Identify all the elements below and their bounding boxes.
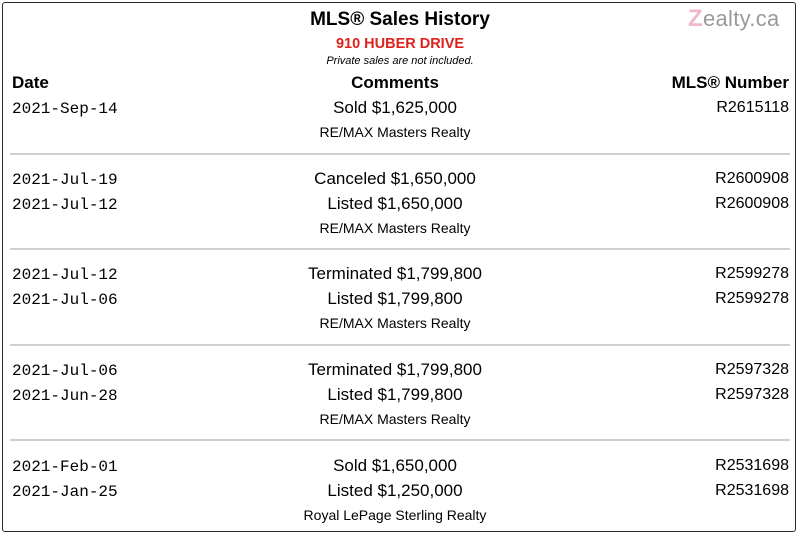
logo-mark: Z bbox=[688, 5, 703, 32]
history-row: 2021-Jul-12 Terminated $1,799,800 R25992… bbox=[0, 263, 800, 287]
row-comment: Canceled $1,650,000 bbox=[314, 169, 476, 188]
row-mls-number: R2531698 bbox=[715, 457, 789, 474]
row-comment: Terminated $1,799,800 bbox=[308, 264, 482, 283]
page-title: MLS® Sales History bbox=[310, 9, 490, 30]
row-comment: Listed $1,799,800 bbox=[327, 385, 463, 404]
history-row: 2021-Sep-14 Sold $1,625,000 R2615118 bbox=[0, 97, 800, 121]
row-date: 2021-Jul-06 bbox=[12, 291, 118, 309]
row-comment: Listed $1,799,800 bbox=[327, 289, 463, 308]
row-date: 2021-Sep-14 bbox=[12, 100, 118, 118]
row-date: 2021-Jul-12 bbox=[12, 266, 118, 284]
history-row: 2021-Jul-19 Canceled $1,650,000 R2600908 bbox=[0, 168, 800, 192]
property-address: 910 HUBER DRIVE bbox=[335, 36, 465, 52]
history-row: 2021-Jul-12 Listed $1,650,000 R2600908 bbox=[0, 193, 800, 217]
column-header-mls-number: MLS® Number bbox=[671, 73, 789, 92]
row-date: 2021-Jul-12 bbox=[12, 196, 118, 214]
row-comment: Listed $1,650,000 bbox=[327, 194, 463, 213]
logo-text: ealty.ca bbox=[702, 6, 780, 31]
history-row: 2021-Jul-06 Terminated $1,799,800 R25973… bbox=[0, 359, 800, 383]
row-mls-number: R2615118 bbox=[716, 99, 789, 116]
history-row: 2021-Feb-01 Sold $1,650,000 R2531698 bbox=[0, 455, 800, 479]
group-divider bbox=[10, 153, 790, 155]
row-date: 2021-Feb-01 bbox=[12, 458, 118, 476]
row-comment: Sold $1,650,000 bbox=[333, 456, 457, 475]
column-header-date: Date bbox=[12, 73, 49, 92]
private-sales-note: Private sales are not included. bbox=[326, 55, 474, 67]
history-row: 2021-Jan-25 Listed $1,250,000 R2531698 bbox=[0, 480, 800, 504]
row-date: 2021-Jul-19 bbox=[12, 171, 118, 189]
row-date: 2021-Jun-28 bbox=[12, 387, 118, 405]
group-divider bbox=[10, 439, 790, 441]
row-mls-number: R2599278 bbox=[715, 265, 789, 282]
row-comment: Terminated $1,799,800 bbox=[308, 360, 482, 379]
row-date: 2021-Jan-25 bbox=[12, 483, 118, 501]
row-mls-number: R2600908 bbox=[715, 170, 789, 187]
group-divider bbox=[10, 248, 790, 250]
group-divider bbox=[10, 344, 790, 346]
column-header-comments: Comments bbox=[351, 73, 439, 92]
row-mls-number: R2599278 bbox=[715, 290, 789, 307]
brokerage-name: RE/MAX Masters Realty bbox=[319, 220, 471, 236]
row-mls-number: R2531698 bbox=[715, 482, 789, 499]
brokerage-name: Royal LePage Sterling Realty bbox=[303, 507, 487, 523]
zealty-logo[interactable]: Zealty.ca bbox=[688, 6, 780, 32]
row-mls-number: R2597328 bbox=[715, 361, 789, 378]
history-row: 2021-Jun-28 Listed $1,799,800 R2597328 bbox=[0, 384, 800, 408]
row-mls-number: R2600908 bbox=[715, 195, 789, 212]
row-mls-number: R2597328 bbox=[715, 386, 789, 403]
brokerage-name: RE/MAX Masters Realty bbox=[319, 315, 471, 331]
row-date: 2021-Jul-06 bbox=[12, 362, 118, 380]
brokerage-name: RE/MAX Masters Realty bbox=[319, 124, 471, 140]
row-comment: Sold $1,625,000 bbox=[333, 98, 457, 117]
brokerage-name: RE/MAX Masters Realty bbox=[319, 411, 471, 427]
row-comment: Listed $1,250,000 bbox=[327, 481, 463, 500]
history-row: 2021-Jul-06 Listed $1,799,800 R2599278 bbox=[0, 288, 800, 312]
